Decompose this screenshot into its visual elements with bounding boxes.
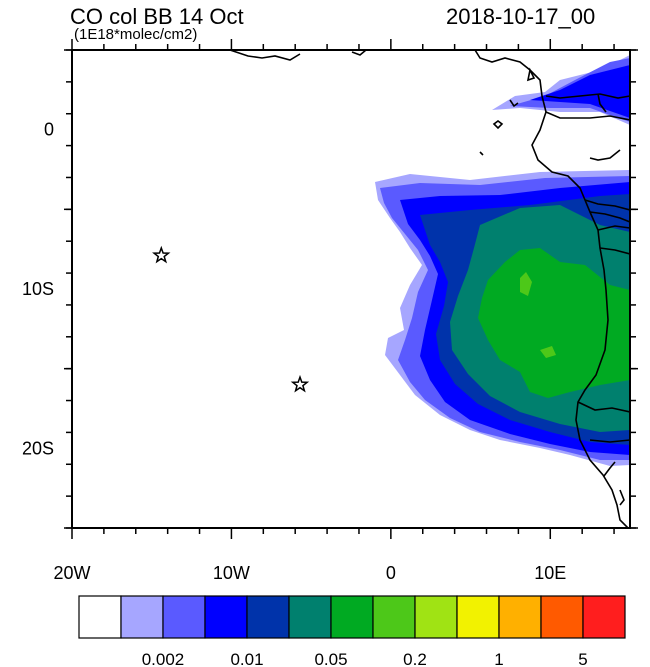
x-tick-label: 10W <box>213 563 250 583</box>
valid-time: 2018-10-17_00 <box>446 4 596 29</box>
x-tick-label: 0 <box>386 563 396 583</box>
colorbar-label: 5 <box>578 650 587 667</box>
colorbar-label: 0.2 <box>403 650 427 667</box>
y-tick-label: 20S <box>22 438 54 458</box>
longitude-labels: 20W 10W 0 10E <box>53 563 566 583</box>
colorbar-label: 0.002 <box>142 650 185 667</box>
colorbar-swatch <box>498 595 542 639</box>
colorbar-labels: 0.002 0.01 0.05 0.2 1 5 <box>142 650 588 667</box>
colorbar-swatch <box>372 595 416 639</box>
colorbar-label: 0.01 <box>230 650 263 667</box>
colorbar-swatch <box>78 595 122 639</box>
tick-marks <box>64 39 638 539</box>
colorbar-label: 0.05 <box>314 650 347 667</box>
colorbar-swatch <box>162 595 206 639</box>
colorbar-swatch <box>330 595 374 639</box>
co-level-lightgreen <box>520 272 556 358</box>
colorbar-swatch <box>456 595 500 639</box>
star-marker-ascension <box>152 245 171 264</box>
latitude-labels: 0 10S 20S <box>22 120 54 459</box>
colorbar-label: 1 <box>494 650 503 667</box>
coastline <box>229 50 630 528</box>
colorbar-swatch <box>204 595 248 639</box>
colorbar-swatch <box>414 595 458 639</box>
station-markers <box>152 245 310 393</box>
x-tick-label: 10E <box>534 563 566 583</box>
map-frame <box>71 49 631 529</box>
y-tick-label: 10S <box>22 279 54 299</box>
colorbar <box>78 595 626 639</box>
co-level-green <box>478 248 630 398</box>
co-field <box>375 55 630 466</box>
star-marker-st-helena <box>290 374 310 393</box>
colorbar-swatch <box>246 595 290 639</box>
colorbar-swatch <box>540 595 584 639</box>
units-label: (1E18*molec/cm2) <box>74 26 198 43</box>
y-tick-label: 0 <box>44 120 54 140</box>
map-title: CO col BB 14 Oct <box>70 4 244 29</box>
colorbar-swatch <box>288 595 332 639</box>
colorbar-swatch <box>120 595 164 639</box>
colorbar-swatch <box>582 595 626 639</box>
x-tick-label: 20W <box>53 563 90 583</box>
